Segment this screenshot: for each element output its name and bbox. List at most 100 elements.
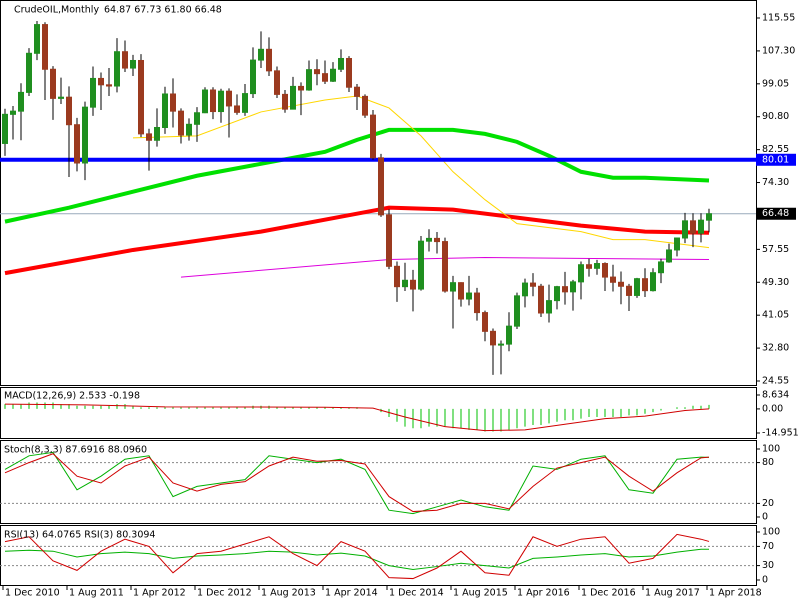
candle-body [106,84,112,87]
candle-body [554,286,560,302]
price-tag-label: 80.01 [762,154,789,165]
y-tick-label: 115.55 [762,13,795,24]
candle-body [674,237,680,251]
candle-body [178,110,184,136]
y-tick-label: 82.55 [762,144,789,155]
candle-body [682,220,688,239]
candle-body [538,285,544,314]
x-tick-label: 1 Dec 2010 [5,588,60,599]
x-tick-label: 1 Apr 2014 [325,588,378,599]
price-tag [756,153,796,166]
x-tick-label: 1 Dec 2012 [197,588,252,599]
candle-body [122,51,128,69]
candle-body [514,295,520,327]
panel-frame [0,387,757,439]
candle-body [498,343,504,346]
candle-body [650,272,656,292]
candle-body [586,264,592,269]
candle-body [562,286,568,293]
candle-body [666,249,672,263]
candle-body [274,70,280,95]
candle-body [634,278,640,296]
candle-body [26,52,32,93]
candle-body [330,68,336,82]
candle-body [658,261,664,274]
y-tick-label: 100 [762,527,780,538]
candle-body [370,114,376,159]
y-tick-label: 57.55 [762,244,789,255]
y-tick-label: 90.80 [762,111,789,122]
y-tick-label: 74.30 [762,177,789,188]
panel-frame [0,0,757,386]
y-tick-label: 99.05 [762,78,789,89]
indicator-line [4,451,710,515]
candle-body [706,213,712,221]
x-tick-label: 1 Dec 2016 [581,588,636,599]
candle-body [2,113,8,144]
candle-body [314,69,320,75]
chart-title: CrudeOIL,Monthly [14,5,99,16]
y-tick-label: 8.634 [762,390,789,401]
candle-body [50,68,56,99]
candle-body [610,276,616,283]
y-tick-label: 24.55 [762,376,789,387]
indicator-title: MACD(12,26,9) 2.533 -0.198 [4,391,140,402]
candle-body [162,93,168,128]
indicator-line [4,533,710,580]
indicator-line [180,257,710,278]
x-tick-label: 1 Apr 2018 [709,588,762,599]
indicator-title: RSI(13) 64.0765 RSI(3) 80.3094 [4,530,155,541]
candle-body [266,48,272,72]
y-tick-label: 0.00 [762,403,783,414]
candle-body [474,292,480,314]
candle-body [66,96,72,126]
candle-body [146,133,152,141]
indicator-line [4,205,710,276]
candle-body [82,106,88,164]
candle-body [546,300,552,314]
candle-body [626,285,632,296]
candle-body [354,86,360,97]
candle-body [194,112,200,125]
panel-frame [0,440,757,524]
y-tick-label: 0 [762,512,768,523]
y-tick-label: 70 [762,541,774,552]
candle-body [74,124,80,164]
candle-body [90,77,96,108]
panel-frame [0,525,757,586]
candle-body [410,279,416,290]
y-tick-label: 100 [762,444,780,455]
candle-body [602,263,608,278]
y-tick-label: 49.30 [762,277,789,288]
candle-body [690,220,696,234]
y-tick-label: 20 [762,498,774,509]
candle-body [522,282,528,297]
candle-body [434,237,440,243]
x-tick-label: 1 Aug 2011 [69,588,124,599]
price-tag-label: 66.48 [762,208,789,219]
candle-body [394,265,400,288]
candle-body [202,89,208,114]
candle-body [698,219,704,234]
candle-body [154,126,160,141]
candle-body [362,95,368,116]
candle-body [98,77,104,86]
y-tick-label: -14.951 [762,428,799,439]
candle-body [490,330,496,346]
candle-body [450,282,456,292]
candle-body [578,264,584,283]
chart-subtitle: 64.87 67.73 61.80 66.48 [104,5,222,16]
candle-body [18,91,24,112]
indicator-line [4,403,710,432]
candle-body [338,57,344,70]
candle-body [58,96,64,99]
candle-body [218,90,224,113]
x-tick-label: 1 Aug 2013 [261,588,316,599]
candle-body [114,51,120,87]
candle-body [242,93,248,113]
y-tick-label: 30 [762,560,774,571]
candle-body [482,312,488,332]
indicator-line [4,127,710,224]
